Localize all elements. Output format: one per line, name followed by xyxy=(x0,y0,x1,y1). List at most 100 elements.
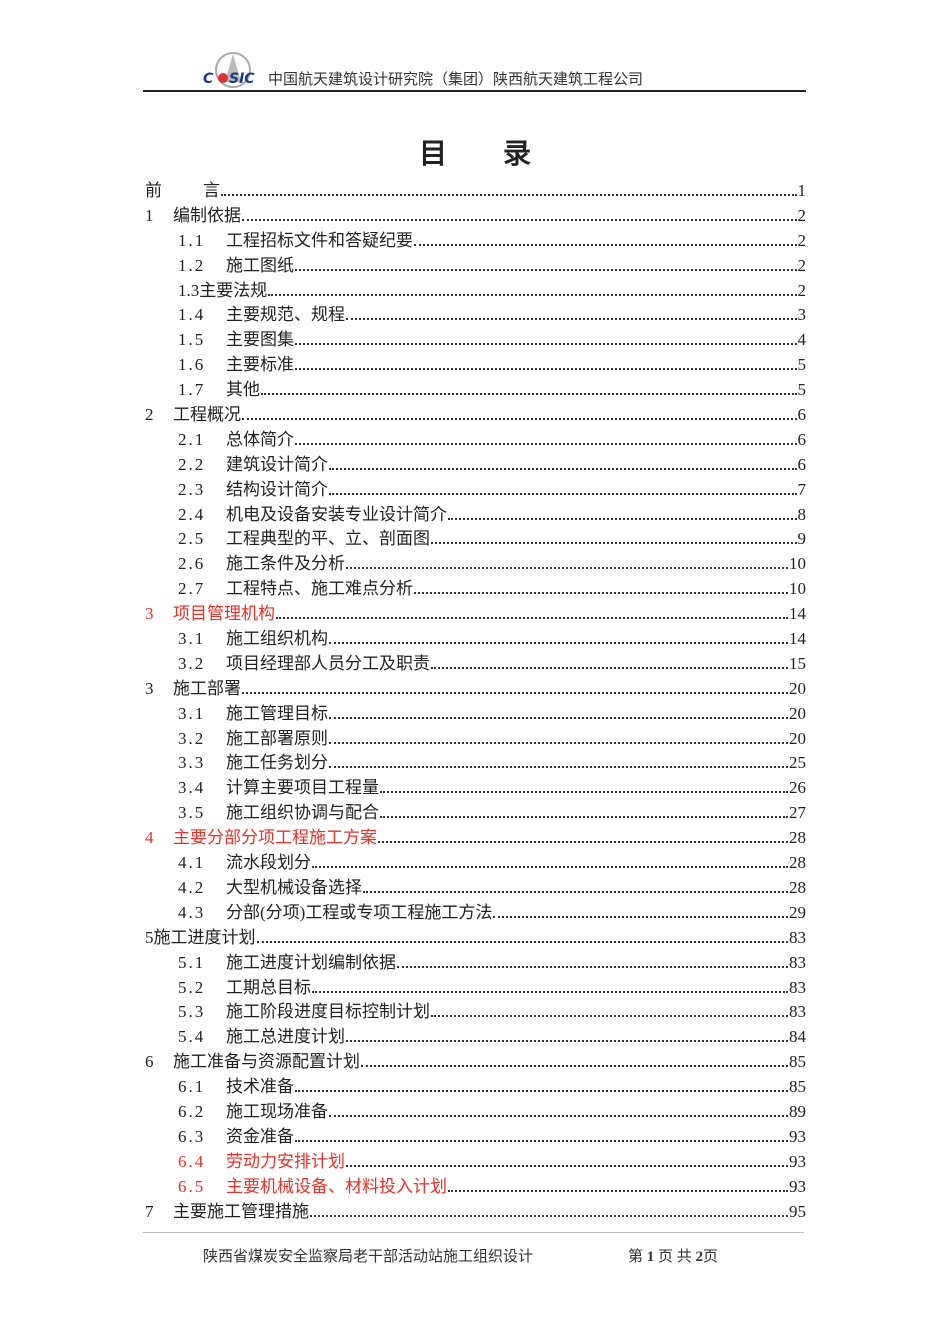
toc-entry[interactable]: 1.5 主要图集 4 xyxy=(145,325,806,350)
toc-entry-title: 主要图集 xyxy=(226,330,294,350)
table-of-contents: 前 言 1 1 编制依据 2 1.1 工程招标文件和答疑纪要 2 1.2 施工图纸 2 1.3 主要法规 2… xyxy=(145,176,806,1221)
toc-entry[interactable]: 2.4 机电及设备安装专业设计简介 8 xyxy=(145,500,806,525)
toc-entry[interactable]: 6.2 施工现场准备 89 xyxy=(145,1097,806,1122)
toc-entry-page: 2 xyxy=(797,255,807,275)
toc-entry[interactable]: 6.1 技术准备 85 xyxy=(145,1072,806,1097)
toc-entry[interactable]: 3.1 施工组织机构 14 xyxy=(145,624,806,649)
toc-entry-number: 4 xyxy=(145,828,154,848)
toc-entry-number: 6.2 xyxy=(178,1101,206,1121)
toc-entry-page: 93 xyxy=(789,1151,806,1171)
toc-entry[interactable]: 3.5 施工组织协调与配合 27 xyxy=(145,798,806,823)
toc-entry-page: 28 xyxy=(789,828,806,848)
toc-entry-number: 5.3 xyxy=(178,1002,206,1022)
toc-entry[interactable]: 1.1 工程招标文件和答疑纪要 2 xyxy=(145,226,806,251)
toc-entry[interactable]: 2.1 总体简介 6 xyxy=(145,425,806,450)
toc-leader-dots xyxy=(414,243,797,246)
toc-entry-page: 28 xyxy=(789,877,806,897)
toc-leader-dots xyxy=(261,393,797,396)
toc-entry-title: 分部(分项)工程或专项工程施工方法 xyxy=(226,902,493,922)
toc-entry-number: 1.5 xyxy=(178,330,206,350)
toc-entry[interactable]: 2.5 工程典型的平、立、剖面图 9 xyxy=(145,524,806,549)
toc-leader-dots xyxy=(312,990,788,993)
toc-leader-dots xyxy=(295,268,797,271)
toc-entry[interactable]: 3.2 施工部署原则 20 xyxy=(145,724,806,749)
toc-entry-page: 3 xyxy=(797,305,807,325)
toc-entry[interactable]: 2 工程概况 6 xyxy=(145,400,806,425)
toc-entry[interactable]: 3.4 计算主要项目工程量 26 xyxy=(145,773,806,798)
toc-entry-number: 6.5 xyxy=(178,1176,206,1196)
toc-entry[interactable]: 4.1 流水段划分 28 xyxy=(145,848,806,873)
toc-entry-title: 施工现场准备 xyxy=(226,1101,328,1121)
toc-entry-number: 5.2 xyxy=(178,977,206,997)
toc-entry-number: 2.5 xyxy=(178,529,206,549)
toc-entry[interactable]: 1.3 主要法规 2 xyxy=(145,276,806,301)
toc-leader-dots xyxy=(329,741,788,744)
toc-entry-title: 施工条件及分析 xyxy=(226,554,345,574)
toc-entry-number: 4.2 xyxy=(178,877,206,897)
toc-entry-number: 1.4 xyxy=(178,305,206,325)
toc-entry[interactable]: 1.7 其他 5 xyxy=(145,375,806,400)
toc-entry[interactable]: 6.3 资金准备 93 xyxy=(145,1122,806,1147)
toc-entry[interactable]: 2.3 结构设计简介 7 xyxy=(145,475,806,500)
toc-entry-title: 项目管理机构 xyxy=(173,604,275,624)
toc-entry-title: 其他 xyxy=(226,380,260,400)
toc-entry[interactable]: 4.2 大型机械设备选择 28 xyxy=(145,873,806,898)
toc-entry[interactable]: 5.1 施工进度计划编制依据 83 xyxy=(145,948,806,973)
svg-text:C: C xyxy=(203,71,214,87)
toc-entry[interactable]: 5.4 施工总进度计划 84 xyxy=(145,1022,806,1047)
toc-entry[interactable]: 5.3 施工阶段进度目标控制计划 83 xyxy=(145,997,806,1022)
toc-entry[interactable]: 2.2 建筑设计简介 6 xyxy=(145,450,806,475)
toc-entry[interactable]: 6 施工准备与资源配置计划 85 xyxy=(145,1047,806,1072)
toc-entry-number: 2 xyxy=(145,405,154,425)
toc-entry[interactable]: 3.1 施工管理目标 20 xyxy=(145,699,806,724)
toc-leader-dots xyxy=(295,343,797,346)
toc-leader-dots xyxy=(310,1214,788,1217)
toc-leader-dots xyxy=(242,218,797,221)
toc-entry[interactable]: 3 施工部署 20 xyxy=(145,674,806,699)
toc-entry-title: 施工进度计划 xyxy=(153,927,256,947)
toc-leader-dots xyxy=(380,791,788,794)
toc-entry[interactable]: 6.5 主要机械设备、材料投入计划 93 xyxy=(145,1172,806,1197)
toc-entry-title: 主要机械设备、材料投入计划 xyxy=(226,1176,447,1196)
toc-entry-title: 施工总进度计划 xyxy=(226,1027,345,1047)
toc-leader-dots xyxy=(295,368,797,371)
toc-entry[interactable]: 3 项目管理机构 14 xyxy=(145,599,806,624)
toc-leader-dots xyxy=(295,442,797,445)
toc-leader-dots xyxy=(242,691,788,694)
toc-entry[interactable]: 4 主要分部分项工程施工方案 28 xyxy=(145,823,806,848)
toc-entry[interactable]: 5 施工进度计划 83 xyxy=(145,923,806,948)
toc-entry[interactable]: 5.2 工期总目标 83 xyxy=(145,973,806,998)
toc-entry-number: 3.1 xyxy=(178,703,206,723)
toc-leader-dots xyxy=(448,517,797,520)
toc-entry[interactable]: 6.4 劳动力安排计划 93 xyxy=(145,1147,806,1172)
toc-entry-title: 建筑设计简介 xyxy=(226,454,328,474)
toc-entry-page: 25 xyxy=(789,753,806,773)
toc-entry-number: 3.1 xyxy=(178,629,206,649)
toc-entry[interactable]: 3.2 项目经理部人员分工及职责 15 xyxy=(145,649,806,674)
toc-entry[interactable]: 1.2 施工图纸 2 xyxy=(145,251,806,276)
toc-entry-title: 施工阶段进度目标控制计划 xyxy=(226,1002,430,1022)
toc-entry[interactable]: 1.4 主要规范、规程 3 xyxy=(145,300,806,325)
toc-entry-page: 10 xyxy=(789,579,806,599)
toc-entry-number: 6.3 xyxy=(178,1126,206,1146)
toc-entry[interactable]: 1 编制依据 2 xyxy=(145,201,806,226)
toc-entry[interactable]: 7 主要施工管理措施 95 xyxy=(145,1197,806,1222)
toc-entry[interactable]: 前 言 1 xyxy=(145,176,806,201)
toc-entry[interactable]: 3.3 施工任务划分 25 xyxy=(145,748,806,773)
toc-entry-number: 1.6 xyxy=(178,355,206,375)
toc-entry-number: 3 xyxy=(145,678,154,698)
toc-entry[interactable]: 2.6 施工条件及分析 10 xyxy=(145,549,806,574)
toc-entry-title: 资金准备 xyxy=(226,1126,294,1146)
toc-entry[interactable]: 1.6 主要标准 5 xyxy=(145,350,806,375)
toc-entry[interactable]: 2.7 工程特点、施工难点分析 10 xyxy=(145,574,806,599)
toc-entry-page: 6 xyxy=(797,429,807,449)
toc-leader-dots xyxy=(431,666,788,669)
toc-entry-title: 施工部署原则 xyxy=(226,728,328,748)
toc-entry-page: 83 xyxy=(789,952,806,972)
toc-entry-page: 14 xyxy=(789,604,806,624)
toc-entry-page: 2 xyxy=(797,205,807,225)
toc-entry-number: 6 xyxy=(145,1052,154,1072)
toc-leader-dots xyxy=(397,965,788,968)
toc-entry-page: 85 xyxy=(789,1077,806,1097)
toc-entry[interactable]: 4.3 分部(分项)工程或专项工程施工方法 29 xyxy=(145,898,806,923)
